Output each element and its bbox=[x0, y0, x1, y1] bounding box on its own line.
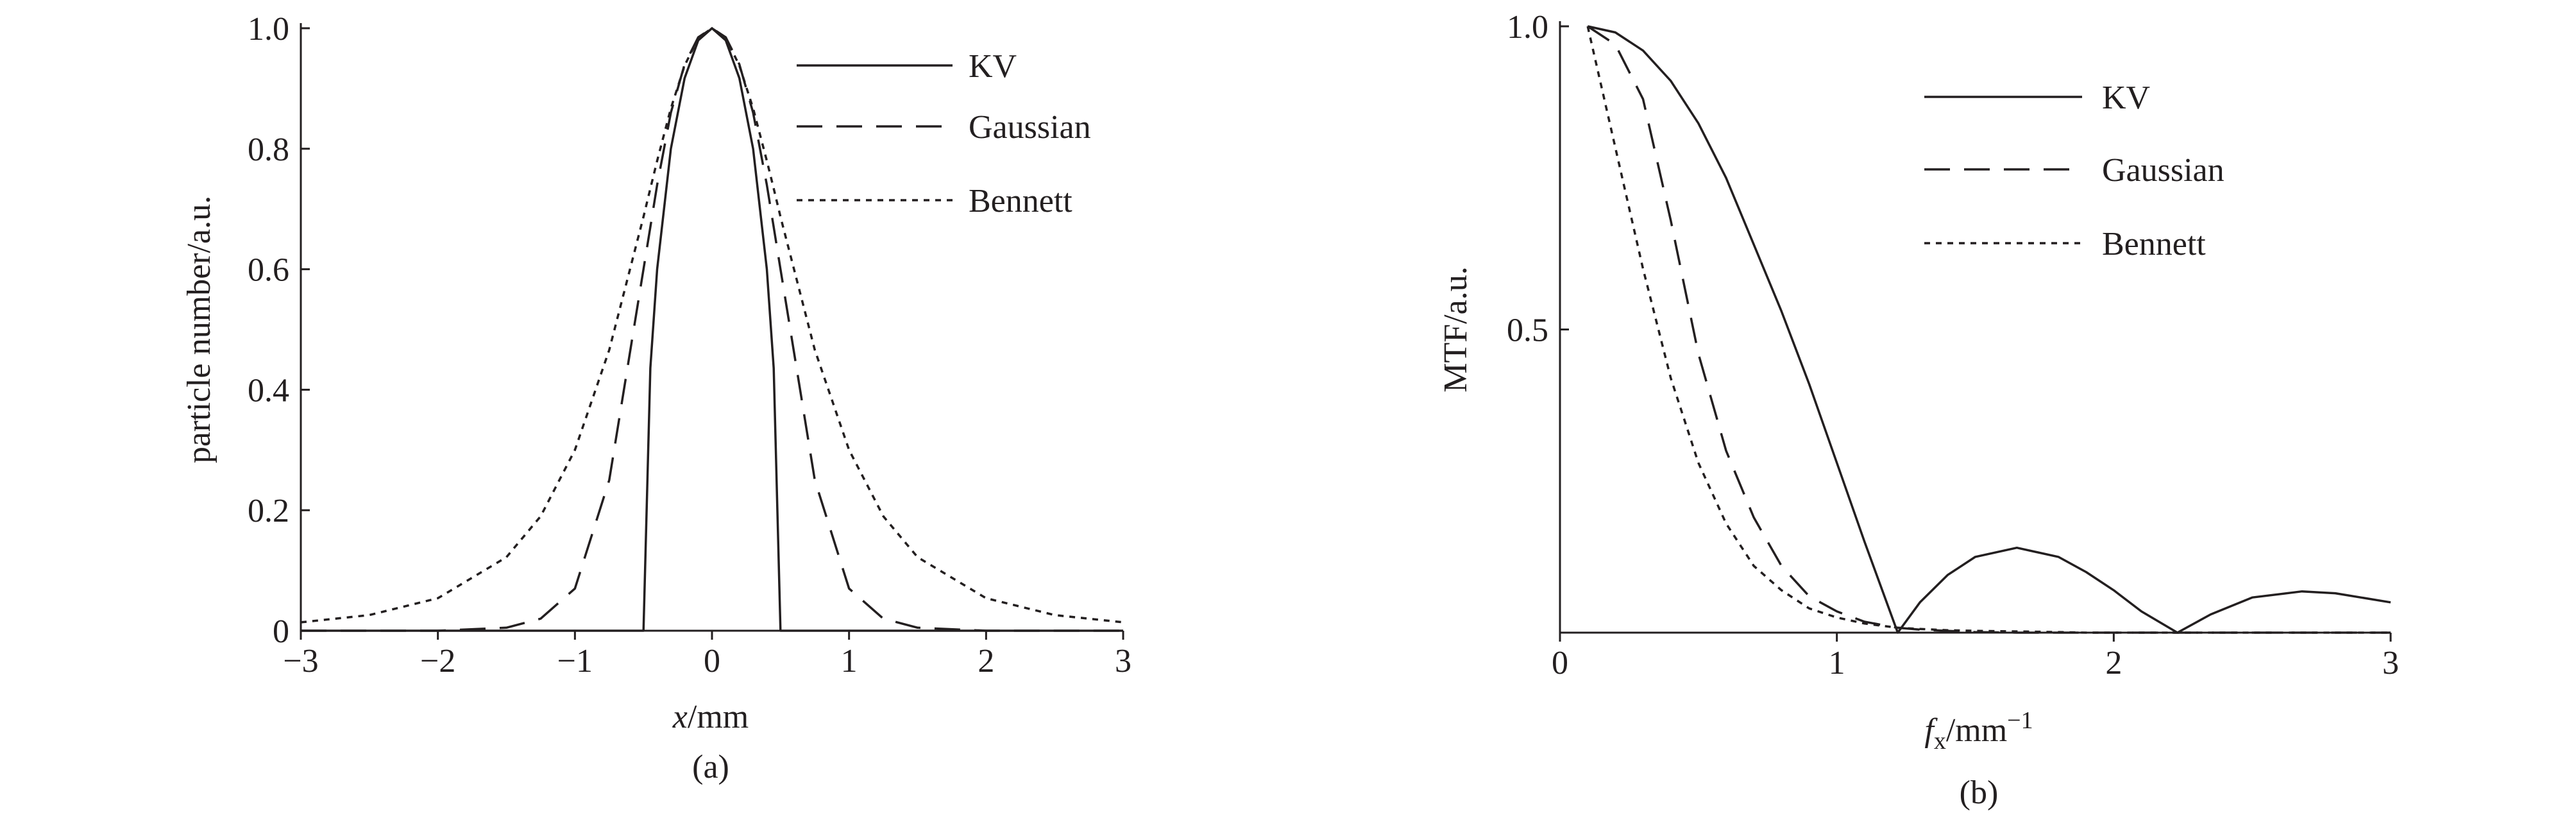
x-tick-label: 2 bbox=[978, 643, 994, 679]
y-axis-label: MTF/a.u. bbox=[1437, 266, 1474, 392]
y-tick-label: 0.2 bbox=[248, 493, 289, 529]
x-axis-label-part: /mm bbox=[688, 699, 749, 735]
x-axis-label: fx/mm−1 bbox=[1924, 707, 2033, 755]
caption: (b) bbox=[1960, 774, 1999, 811]
x-axis-label-part: x bbox=[672, 699, 688, 735]
y-tick-label: 0.4 bbox=[248, 372, 289, 409]
x-tick-label: 3 bbox=[2382, 645, 2399, 681]
y-tick-label: 0.5 bbox=[1507, 312, 1548, 349]
x-tick-label: 1 bbox=[841, 643, 858, 679]
y-tick-label: 0.8 bbox=[248, 132, 289, 168]
series-line bbox=[301, 27, 1123, 632]
x-tick-label: −2 bbox=[420, 643, 455, 679]
x-axis-label-part: x bbox=[1934, 728, 1946, 755]
legend-label: Gaussian bbox=[2102, 152, 2224, 189]
x-axis-label-part: −1 bbox=[2007, 707, 2033, 734]
y-tick-label: 0.6 bbox=[248, 252, 289, 289]
x-tick-label: 3 bbox=[1115, 643, 1131, 679]
series-line bbox=[1587, 25, 2391, 634]
legend-label: KV bbox=[969, 48, 1017, 85]
x-tick-label: −1 bbox=[557, 643, 593, 679]
legend-label: Bennett bbox=[2102, 226, 2206, 262]
y-axis-label: particle number/a.u. bbox=[181, 196, 217, 463]
x-tick-label: −3 bbox=[283, 643, 318, 679]
y-tick-label: 0 bbox=[273, 613, 289, 650]
series-line bbox=[1586, 26, 2391, 634]
x-tick-label: 0 bbox=[704, 643, 720, 679]
series-line bbox=[1587, 25, 2391, 634]
series-line bbox=[301, 27, 1123, 632]
x-tick-label: 2 bbox=[2105, 645, 2122, 681]
x-tick-label: 0 bbox=[1552, 645, 1568, 681]
y-tick-label: 1.0 bbox=[1507, 9, 1548, 46]
x-axis-label: x/mm bbox=[672, 699, 749, 735]
caption: (a) bbox=[692, 749, 729, 785]
x-tick-label: 1 bbox=[1829, 645, 1845, 681]
legend-label: Gaussian bbox=[969, 109, 1091, 146]
x-axis-label-part: /mm bbox=[1946, 712, 2007, 749]
y-tick-label: 1.0 bbox=[248, 11, 289, 47]
legend-label: KV bbox=[2102, 80, 2150, 116]
legend-label: Bennett bbox=[969, 183, 1072, 219]
